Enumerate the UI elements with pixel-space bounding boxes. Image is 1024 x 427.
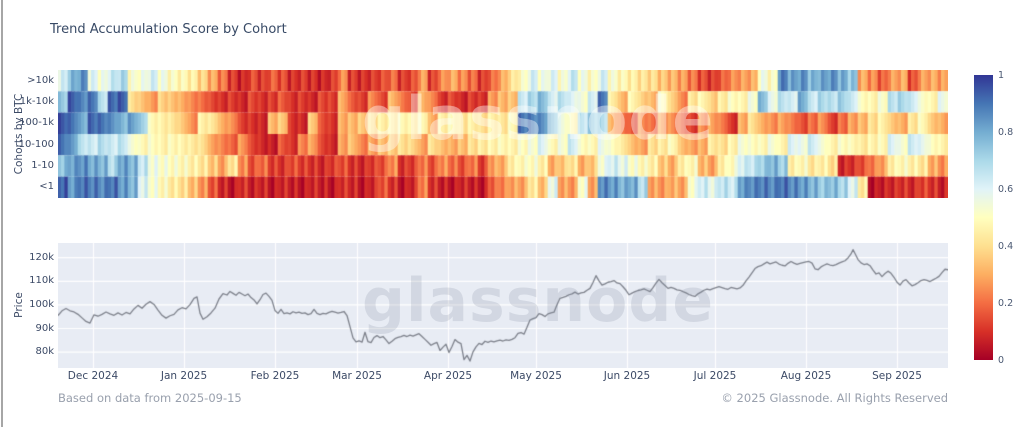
colorbar-tick: 1 <box>998 70 1005 81</box>
footer-data-note: Based on data from 2025-09-15 <box>58 391 242 405</box>
window-left-edge <box>1 0 3 427</box>
colorbar-tick: 0.4 <box>998 241 1014 252</box>
x-axis-tick: May 2025 <box>510 370 562 382</box>
x-axis-tick: Dec 2024 <box>67 370 119 382</box>
x-axis-tick: Aug 2025 <box>780 370 832 382</box>
heatmap-row-label: >10k <box>27 74 54 86</box>
x-axis-tick: Apr 2025 <box>423 370 473 382</box>
heatmap-row-label: 100-1k <box>19 117 54 129</box>
x-axis-tick: Sep 2025 <box>872 370 922 382</box>
x-axis-tick: Jan 2025 <box>160 370 208 382</box>
price-y-tick: 90k <box>35 322 54 334</box>
heatmap-row-label: 10-100 <box>18 138 54 150</box>
x-axis-tick: Jul 2025 <box>693 370 737 382</box>
chart-title: Trend Accumulation Score by Cohort <box>50 22 287 37</box>
heatmap-row-label: 1k-10k <box>19 96 54 107</box>
colorbar-tick: 0.6 <box>998 184 1014 195</box>
price-y-tick: 110k <box>29 275 54 287</box>
colorbar <box>974 75 993 360</box>
cohort-heatmap[interactable] <box>58 70 948 198</box>
x-axis-tick: Jun 2025 <box>603 370 651 382</box>
heatmap-row-label: 1-10 <box>31 160 54 171</box>
price-y-tick: 80k <box>35 346 54 358</box>
colorbar-tick: 0.8 <box>998 127 1014 138</box>
price-chart[interactable] <box>58 243 948 368</box>
heatmap-row-label: <1 <box>39 181 54 193</box>
colorbar-tick: 0.2 <box>998 298 1014 309</box>
footer-copyright: © 2025 Glassnode. All Rights Reserved <box>721 391 948 405</box>
colorbar-tick: 0 <box>998 355 1005 366</box>
price-y-tick: 100k <box>29 298 54 310</box>
price-y-tick: 120k <box>29 251 54 263</box>
x-axis-tick: Feb 2025 <box>250 370 300 382</box>
x-axis-tick: Mar 2025 <box>332 370 382 382</box>
